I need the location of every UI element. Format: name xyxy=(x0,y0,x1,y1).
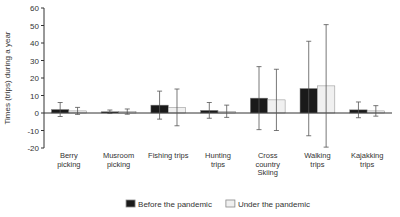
y-tick-label: 50 xyxy=(30,22,39,31)
y-tick xyxy=(41,148,44,149)
y-tick xyxy=(41,60,44,61)
x-tick-label-line: trips xyxy=(310,160,324,169)
x-tick-label: Huntingtrips xyxy=(205,151,231,169)
y-tick xyxy=(41,43,44,44)
y-tick-label: -10 xyxy=(27,127,39,136)
y-tick-label: 60 xyxy=(30,4,39,13)
x-tick-label-line: trips xyxy=(211,160,225,169)
x-tick-label: Kajakkingtrips xyxy=(351,151,384,169)
x-tick-label-line: trips xyxy=(360,160,374,169)
error-bar xyxy=(75,107,80,114)
legend-label: Under the pandemic xyxy=(238,200,310,209)
error-bar xyxy=(274,69,279,130)
y-tick-label: 30 xyxy=(30,57,39,66)
legend-label: Before the pandemic xyxy=(138,200,212,209)
error-bar xyxy=(356,102,361,118)
error-bar xyxy=(157,91,162,119)
y-tick xyxy=(41,95,44,96)
baseline xyxy=(44,113,392,114)
y-tick xyxy=(41,78,44,79)
error-bar xyxy=(373,106,378,117)
legend-swatch xyxy=(226,200,235,207)
error-bar xyxy=(257,67,262,130)
legend-swatch xyxy=(126,200,135,207)
y-tick xyxy=(41,113,44,114)
error-bar xyxy=(174,89,179,126)
y-tick xyxy=(41,8,44,9)
plot-area xyxy=(44,25,392,148)
chart: -20 -10 0 10 20 30 40 50 60 Times (trips) during … xyxy=(0,0,400,217)
y-axis-label: Times (trips) during a year xyxy=(3,31,12,124)
y-tick xyxy=(41,130,44,131)
legend: Before the pandemic Under the pandemic xyxy=(126,200,310,209)
y-tick-label: 40 xyxy=(30,39,39,48)
y-tick xyxy=(41,25,44,26)
x-tick-label-line: picking xyxy=(57,160,80,169)
y-tick-label: 20 xyxy=(30,74,39,83)
y-tick-label: 10 xyxy=(30,92,39,101)
error-bar xyxy=(58,103,63,117)
y-tick-label: 0 xyxy=(35,109,40,118)
x-tick-label: Musroompicking xyxy=(103,151,134,169)
error-bar xyxy=(224,105,229,117)
x-tick-label-line: picking xyxy=(107,160,130,169)
x-tick-label-line: Fishing trips xyxy=(148,151,189,160)
x-tick-label: Walkingtrips xyxy=(304,151,330,169)
x-tick-label: CrosscountrySkiing xyxy=(255,151,280,177)
y-tick-label: -20 xyxy=(27,144,39,153)
x-tick-label: Fishing trips xyxy=(148,151,189,160)
x-tick-label-line: Skiing xyxy=(257,168,277,177)
error-bar xyxy=(306,41,311,136)
error-bar xyxy=(324,25,329,148)
error-bar xyxy=(125,109,130,114)
x-tick-label: Berrypicking xyxy=(57,151,80,169)
error-bar xyxy=(207,103,212,119)
error-bar xyxy=(107,110,112,114)
